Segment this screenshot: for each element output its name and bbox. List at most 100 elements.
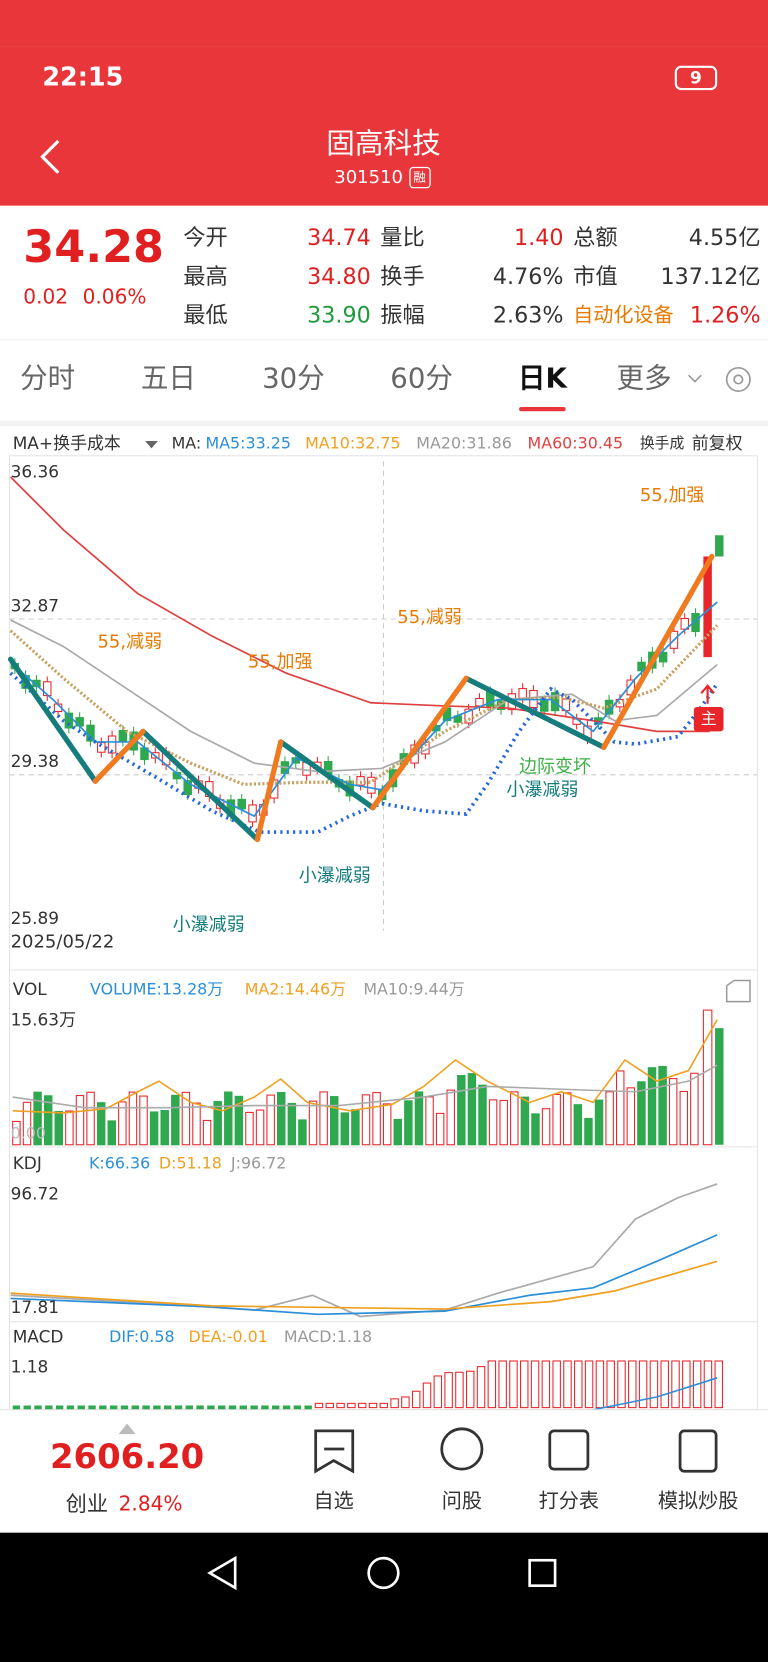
volume-bar bbox=[245, 1111, 254, 1146]
label: DEA:-0.01 bbox=[189, 1327, 268, 1346]
ma20 bbox=[10, 619, 718, 773]
macd-bar bbox=[703, 1360, 713, 1409]
macd-bar bbox=[77, 1405, 85, 1410]
cost-line bbox=[9, 671, 719, 834]
label: KDJ bbox=[13, 1153, 42, 1173]
label: 22:15 bbox=[42, 61, 123, 91]
volume-bar bbox=[128, 1091, 138, 1146]
candle-body bbox=[367, 776, 376, 794]
volume-bar bbox=[22, 1101, 32, 1146]
volume-bar bbox=[510, 1091, 519, 1146]
macd-bar bbox=[357, 1402, 367, 1409]
icon-watch[interactable] bbox=[314, 1429, 355, 1474]
candle-body bbox=[118, 730, 128, 742]
volume-bar bbox=[467, 1073, 477, 1146]
kdj-lines bbox=[10, 1183, 718, 1318]
macd-bar bbox=[325, 1402, 335, 1409]
macd-bar bbox=[379, 1402, 389, 1409]
label: MA60:30.45 bbox=[528, 434, 624, 453]
macd-bar bbox=[487, 1360, 497, 1409]
label: 0.06% bbox=[83, 284, 147, 308]
volume-bar bbox=[446, 1089, 455, 1146]
candle-body bbox=[107, 735, 117, 754]
label: 34.80 bbox=[307, 264, 371, 290]
nav-back[interactable] bbox=[207, 1555, 237, 1591]
label: 34.74 bbox=[307, 225, 371, 251]
macd-bar bbox=[390, 1398, 399, 1409]
macd-bar bbox=[530, 1360, 540, 1409]
macd-bar bbox=[163, 1405, 172, 1410]
label: 融 bbox=[413, 170, 426, 185]
macd-bar bbox=[509, 1360, 518, 1409]
label: D:51.18 bbox=[159, 1153, 222, 1172]
dropdown[interactable] bbox=[145, 440, 158, 449]
volume-bar bbox=[457, 1075, 466, 1146]
volume-bar bbox=[192, 1102, 201, 1146]
macd-bar bbox=[304, 1405, 312, 1410]
label: J:96.72 bbox=[230, 1153, 286, 1172]
back-button[interactable] bbox=[40, 139, 60, 174]
label: 1.26% bbox=[690, 302, 761, 328]
volume-bar bbox=[658, 1065, 667, 1146]
label: 前复权 bbox=[692, 433, 743, 453]
label: VOL bbox=[13, 979, 48, 999]
vol-ma2 bbox=[12, 1019, 718, 1114]
settings-icon[interactable] bbox=[725, 366, 751, 392]
label: 55,减弱 bbox=[397, 607, 462, 628]
label: 问股 bbox=[442, 1488, 482, 1512]
volume-bar bbox=[107, 1120, 116, 1146]
icon-sim[interactable] bbox=[678, 1429, 718, 1473]
volume-bar bbox=[43, 1095, 53, 1146]
volume-bar bbox=[478, 1084, 487, 1146]
volume-bar bbox=[75, 1095, 85, 1146]
macd-bar bbox=[120, 1405, 129, 1410]
label: 今开 bbox=[183, 225, 227, 251]
volume-bar bbox=[414, 1091, 424, 1146]
volume-bar bbox=[329, 1096, 339, 1146]
kdj-k bbox=[10, 1234, 718, 1316]
macd-bar bbox=[34, 1405, 42, 1410]
label: 2025/05/22 bbox=[11, 931, 115, 952]
volume-bar bbox=[425, 1096, 434, 1146]
more-chevron bbox=[687, 374, 702, 383]
up-arrow bbox=[118, 1423, 136, 1435]
volume-bar bbox=[573, 1104, 583, 1146]
macd-bar bbox=[250, 1405, 258, 1410]
label: 主 bbox=[701, 709, 717, 728]
label: 换手成 bbox=[640, 435, 685, 452]
label: MA10:32.75 bbox=[305, 434, 401, 453]
volume-bar bbox=[594, 1099, 604, 1146]
candle-body bbox=[237, 798, 246, 810]
label: 边际变坏 bbox=[519, 756, 591, 777]
status-red bbox=[0, 0, 768, 47]
volume-bar bbox=[319, 1091, 328, 1146]
label: 17.81 bbox=[11, 1297, 59, 1317]
tab-underline bbox=[519, 407, 566, 412]
label: 36.36 bbox=[11, 462, 59, 482]
label: 15.63万 bbox=[11, 1010, 76, 1030]
volume-bar bbox=[563, 1092, 572, 1146]
macd-bar bbox=[12, 1405, 21, 1410]
icon-ask[interactable] bbox=[440, 1427, 484, 1471]
label: 0.02 bbox=[23, 284, 68, 308]
macd-bar bbox=[293, 1405, 302, 1410]
icon-score[interactable] bbox=[548, 1429, 590, 1471]
nav-recent[interactable] bbox=[528, 1558, 557, 1588]
volume-ma bbox=[12, 1019, 718, 1114]
macd-bar bbox=[207, 1405, 215, 1410]
label: DIF:0.58 bbox=[109, 1327, 174, 1346]
volume-bar bbox=[171, 1094, 180, 1146]
label: 分时 bbox=[20, 362, 75, 394]
volume-bar bbox=[690, 1072, 699, 1146]
macd-bar bbox=[153, 1405, 161, 1410]
panel-icon[interactable] bbox=[725, 979, 751, 1003]
macd-bar bbox=[174, 1405, 183, 1410]
macd-bar bbox=[261, 1405, 269, 1410]
label: 小瀑减弱 bbox=[299, 866, 371, 887]
volume-bar bbox=[277, 1091, 286, 1146]
nav-home[interactable] bbox=[367, 1556, 400, 1590]
volume-bar bbox=[160, 1110, 169, 1146]
label: 总额 bbox=[573, 225, 617, 251]
macd-bar bbox=[671, 1360, 680, 1409]
divider bbox=[0, 420, 768, 427]
